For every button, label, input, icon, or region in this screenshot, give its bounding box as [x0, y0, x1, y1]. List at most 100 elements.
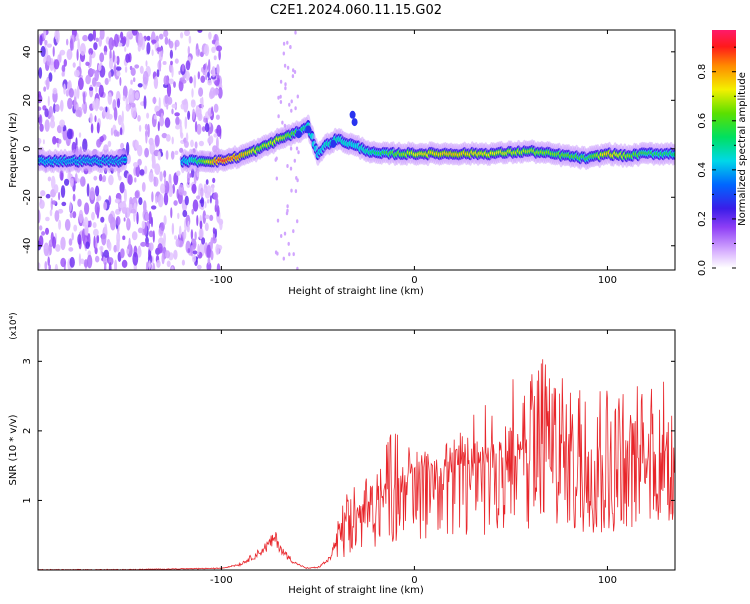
noise-speck: [202, 64, 207, 70]
noise-speck: [181, 259, 185, 266]
y-tick-label: 1: [22, 497, 33, 503]
colorbar-tick-label: 0.2: [697, 211, 708, 227]
noise-speck: [137, 44, 141, 52]
noise-speck: [79, 43, 86, 56]
y-tick-label: -40: [22, 238, 33, 254]
noise-speck: [45, 227, 49, 235]
noise-speck: [95, 84, 98, 93]
noise-speck: [114, 259, 118, 270]
noise-speck: [290, 188, 293, 193]
noise-speck: [109, 58, 114, 70]
y-tick-label: 0: [22, 146, 33, 152]
noise-speck: [185, 60, 191, 71]
noise-speck: [108, 174, 114, 186]
noise-speck: [76, 178, 81, 183]
noise-speck: [205, 179, 209, 185]
noise-speck: [149, 141, 155, 155]
noise-speck: [133, 77, 136, 83]
noise-speck: [104, 261, 107, 270]
noise-speck: [145, 212, 149, 221]
noise-speck: [66, 48, 73, 61]
noise-speck: [54, 210, 60, 222]
snr-scale-label: (x10⁴): [9, 312, 19, 339]
noise-speck: [108, 213, 114, 224]
noise-speck: [54, 263, 59, 270]
noise-speck: [77, 234, 82, 245]
noise-speck: [90, 69, 96, 74]
noise-speck: [122, 95, 126, 102]
noise-speck: [69, 38, 74, 51]
noise-speck: [96, 122, 100, 134]
x-tick-label: -100: [210, 275, 233, 286]
noise-speck: [133, 162, 139, 168]
noise-speck: [63, 59, 67, 67]
noise-speck: [120, 248, 125, 259]
noise-speck: [83, 216, 89, 229]
noise-speck: [192, 199, 199, 212]
noise-speck: [201, 126, 206, 132]
noise-speck: [38, 106, 42, 111]
noise-speck: [126, 217, 130, 228]
noise-speck: [64, 219, 71, 231]
noise-speck: [134, 190, 140, 199]
noise-speck: [115, 66, 122, 71]
noise-speck: [160, 183, 166, 194]
noise-speck: [60, 236, 66, 251]
noise-speck: [107, 113, 113, 120]
noise-speck: [277, 95, 280, 100]
noise-speck: [115, 208, 119, 215]
noise-speck: [121, 200, 127, 214]
spectrogram-x-label: Height of straight line (km): [288, 286, 424, 297]
noise-speck: [168, 78, 174, 85]
noise-speck: [161, 132, 168, 139]
noise-speck: [68, 88, 74, 98]
noise-speck: [164, 36, 169, 45]
noise-speck: [192, 108, 196, 121]
noise-speck: [76, 85, 80, 100]
noise-speck: [186, 171, 191, 184]
noise-speck: [127, 174, 133, 186]
noise-speck: [92, 30, 96, 41]
noise-speck: [137, 227, 144, 234]
noise-speck: [191, 88, 194, 98]
spectrogram-y-label: Frequency (Hz): [8, 112, 19, 188]
noise-speck: [282, 41, 286, 46]
noise-speck: [89, 187, 95, 201]
noise-speck: [123, 217, 126, 222]
noise-speck: [95, 240, 98, 249]
noise-speck: [184, 30, 190, 37]
noise-speck: [61, 71, 65, 77]
noise-speck: [121, 259, 128, 268]
noise-speck: [164, 176, 166, 186]
noise-speck: [189, 76, 193, 84]
noise-speck: [194, 141, 198, 149]
colorbar-tick-label: 0.6: [697, 113, 708, 129]
noise-speck: [67, 81, 71, 91]
noise-speck: [279, 79, 283, 84]
noise-speck: [178, 184, 185, 196]
noise-speck: [103, 51, 107, 56]
noise-speck: [187, 110, 191, 121]
noise-speck: [148, 230, 154, 238]
noise-speck: [147, 123, 150, 138]
noise-speck: [118, 202, 123, 209]
noise-speck: [78, 77, 84, 90]
noise-speck: [130, 79, 133, 85]
noise-speck: [116, 98, 121, 109]
noise-speck: [195, 48, 201, 57]
noise-speck: [207, 71, 210, 78]
snr-x-label: Height of straight line (km): [288, 585, 424, 596]
colorbar-ticks: 0.0 0.2 0.4 0.6 0.8: [697, 46, 736, 276]
noise-speck: [171, 108, 174, 115]
noise-speck: [217, 87, 223, 99]
noise-speck: [199, 220, 203, 230]
noise-speck: [171, 222, 175, 235]
colorbar: 0.0 0.2 0.4 0.6 0.8 Normalized spectral ampl…: [697, 30, 748, 276]
noise-speck: [185, 70, 190, 81]
spectrogram-frame: [37, 29, 676, 271]
noise-speck: [163, 30, 169, 38]
noise-speck: [43, 86, 47, 92]
noise-speck: [60, 123, 64, 135]
noise-speck: [296, 94, 299, 99]
noise-speck: [82, 34, 88, 42]
